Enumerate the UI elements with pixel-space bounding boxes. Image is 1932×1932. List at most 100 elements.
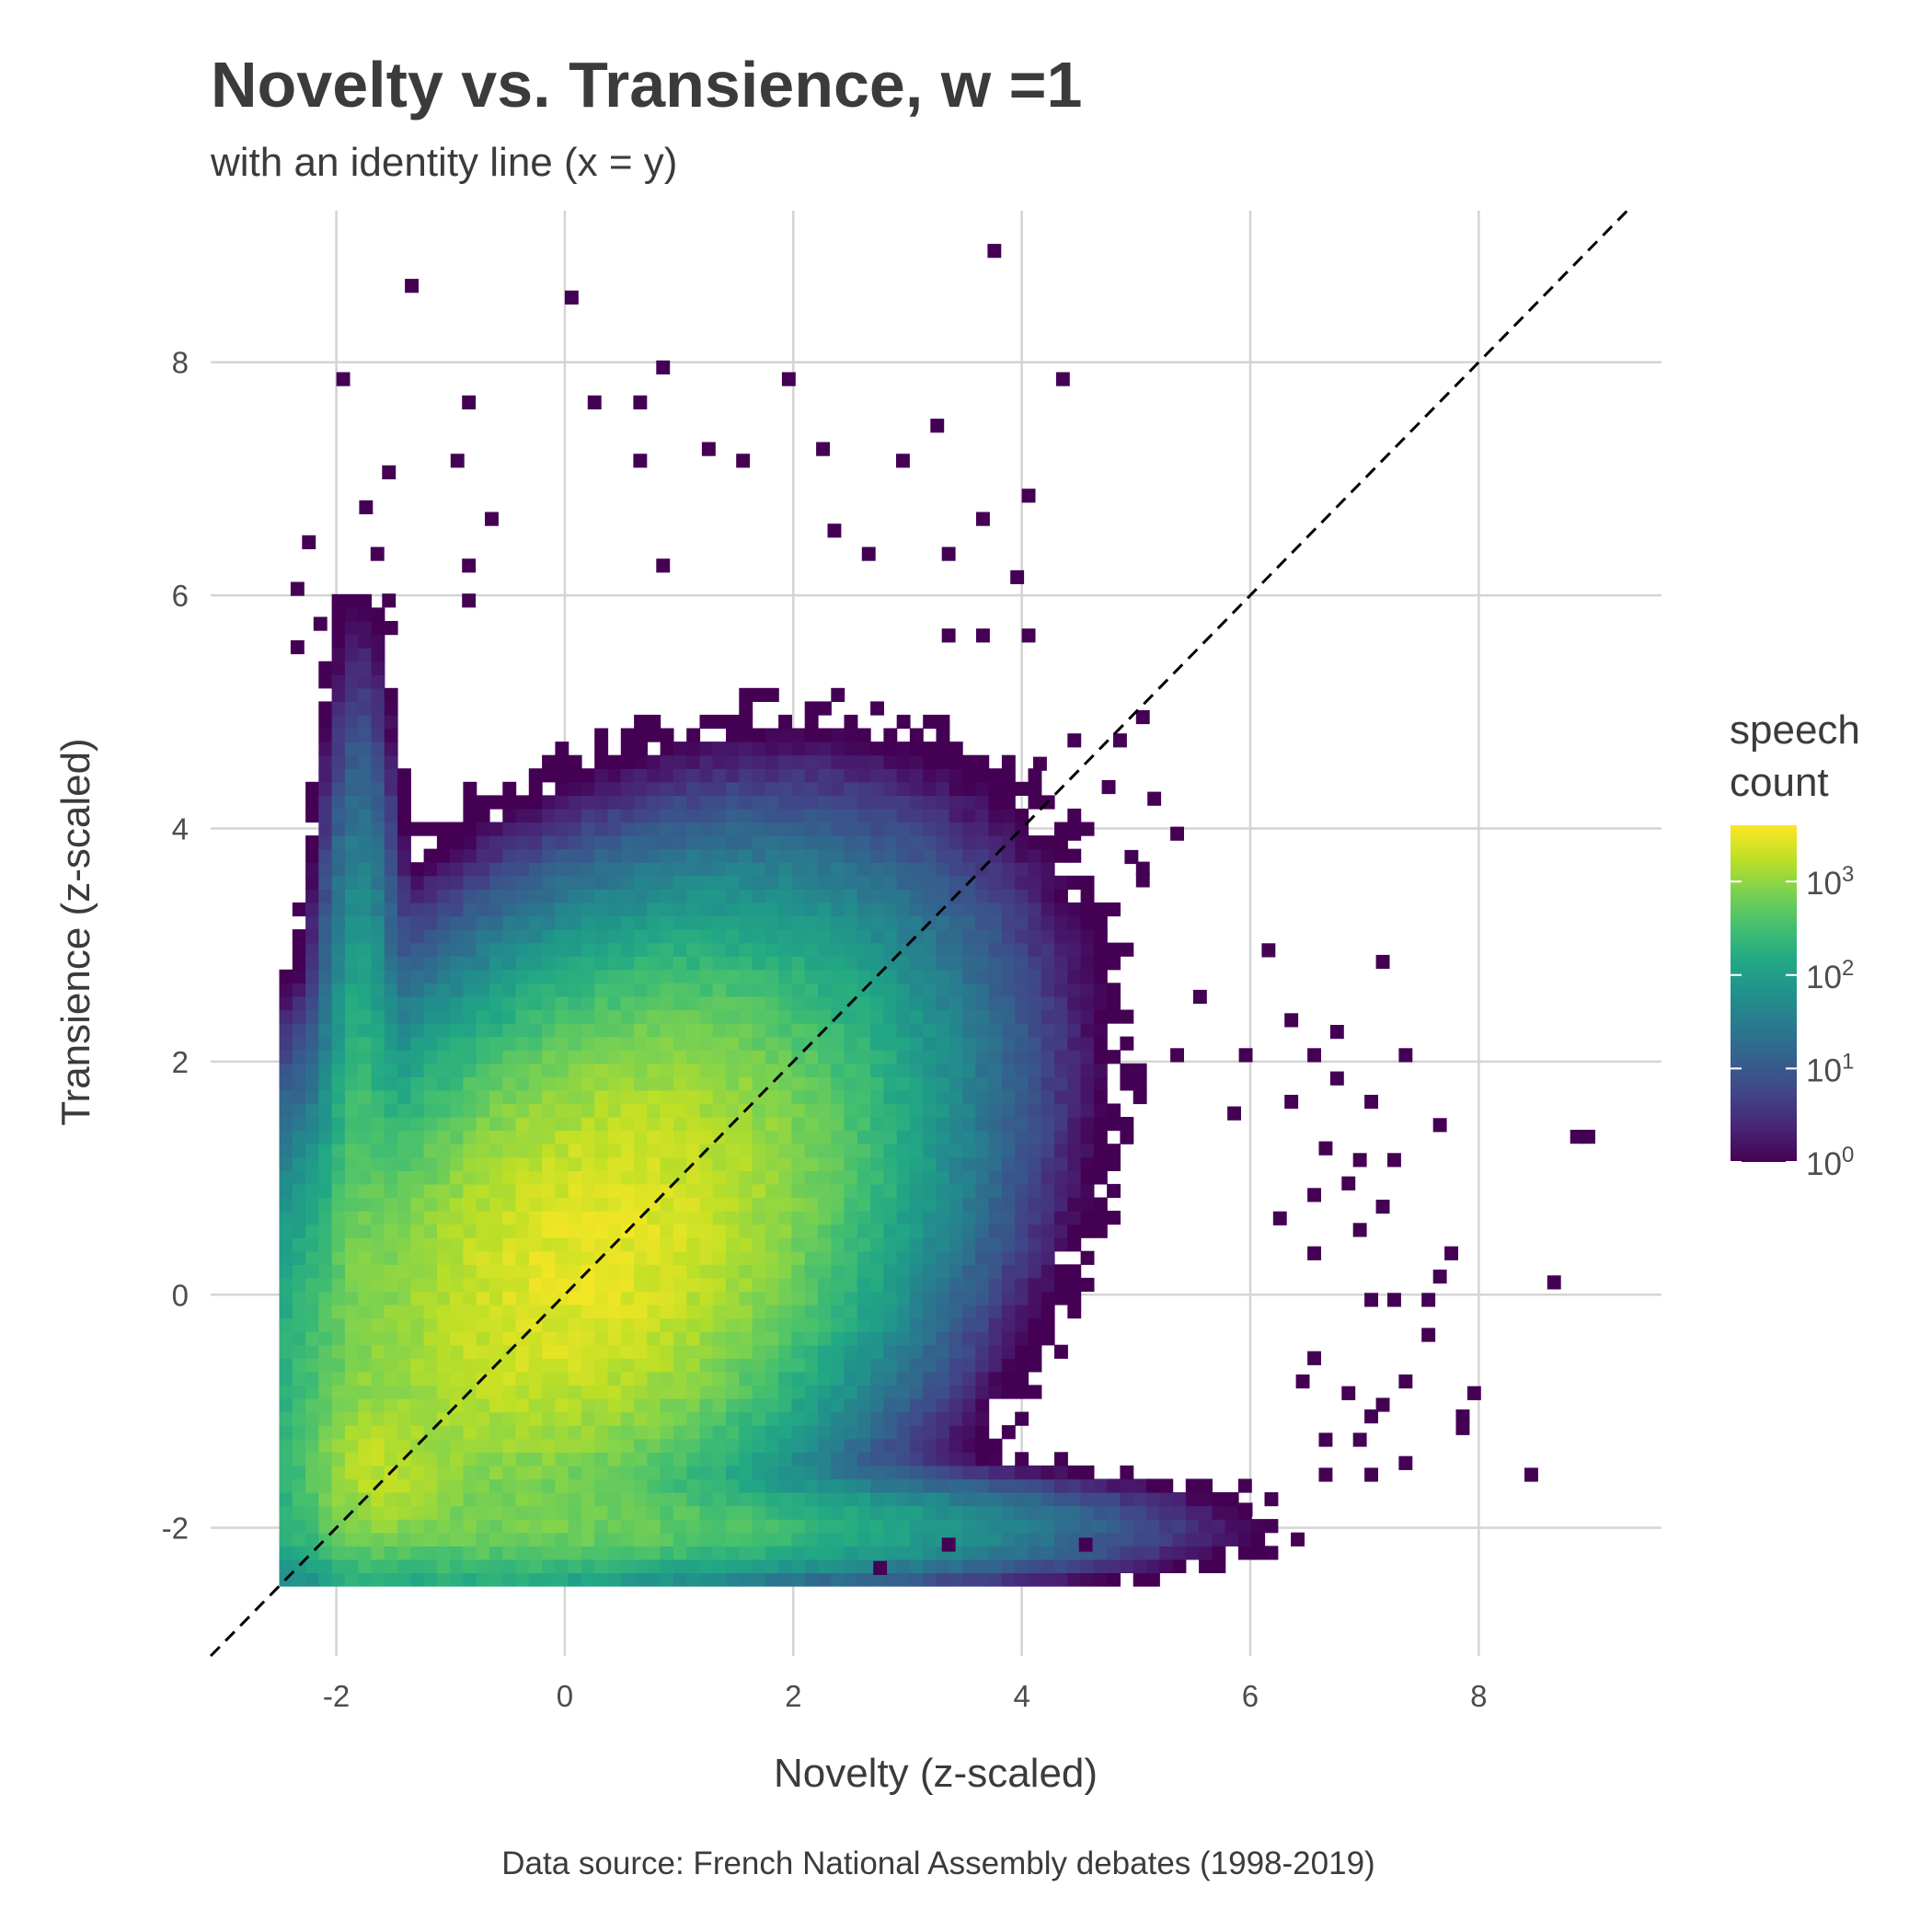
heatmap-cell bbox=[502, 1331, 517, 1346]
heatmap-cell bbox=[410, 1197, 425, 1212]
heatmap-cell bbox=[1135, 861, 1150, 876]
heatmap-cell bbox=[502, 1144, 517, 1158]
heatmap-cell bbox=[358, 1385, 373, 1399]
heatmap-cell bbox=[515, 1519, 530, 1534]
heatmap-cell bbox=[791, 1465, 806, 1480]
legend-title-line-1: speech bbox=[1730, 707, 1860, 753]
heatmap-cell bbox=[804, 1331, 819, 1346]
heatmap-cell bbox=[542, 754, 556, 769]
heatmap-cell bbox=[423, 1572, 438, 1587]
heatmap-cell bbox=[804, 1572, 819, 1587]
heatmap-cell bbox=[726, 1089, 740, 1105]
heatmap-cell bbox=[988, 1331, 1003, 1346]
heatmap-cell bbox=[660, 969, 674, 983]
heatmap-cell bbox=[634, 1438, 648, 1453]
heatmap-cell bbox=[423, 1117, 438, 1132]
heatmap-cell bbox=[883, 808, 898, 823]
heatmap-cell bbox=[896, 1103, 911, 1118]
heatmap-cell bbox=[581, 1398, 595, 1413]
heatmap-cell bbox=[870, 1385, 884, 1399]
heatmap-cell bbox=[1067, 1305, 1082, 1319]
heatmap-cell bbox=[726, 808, 740, 823]
heatmap-cell bbox=[686, 862, 701, 877]
heatmap-cell bbox=[1375, 1397, 1390, 1412]
heatmap-cell bbox=[436, 1425, 451, 1440]
heatmap-cell bbox=[634, 862, 648, 877]
heatmap-cell bbox=[673, 983, 687, 997]
heatmap-cell bbox=[1054, 995, 1068, 1011]
heatmap-cell bbox=[712, 835, 727, 850]
heatmap-cell bbox=[962, 1558, 976, 1573]
heatmap-cell bbox=[620, 1478, 635, 1493]
heatmap-cell bbox=[936, 1076, 950, 1091]
heatmap-cell bbox=[634, 1103, 648, 1118]
heatmap-cell bbox=[699, 1505, 714, 1520]
heatmap-cell bbox=[1054, 1237, 1068, 1252]
heatmap-cell bbox=[936, 1009, 950, 1024]
heatmap-cell bbox=[1041, 1050, 1055, 1064]
heatmap-cell bbox=[870, 1063, 884, 1077]
heatmap-cell bbox=[489, 1237, 503, 1252]
heatmap-cell bbox=[726, 969, 740, 983]
heatmap-cell bbox=[883, 875, 898, 890]
heatmap-cell bbox=[542, 956, 556, 971]
heatmap-cell bbox=[344, 1277, 359, 1293]
heatmap-cell bbox=[778, 1130, 792, 1144]
heatmap-cell bbox=[1120, 1036, 1134, 1051]
heatmap-cell bbox=[726, 822, 740, 836]
heatmap-cell bbox=[896, 1398, 911, 1413]
heatmap-cell bbox=[765, 1317, 779, 1332]
heatmap-cell bbox=[279, 1478, 293, 1493]
heatmap-cell bbox=[699, 1023, 714, 1038]
heatmap-cell bbox=[344, 862, 359, 877]
heatmap-cell bbox=[726, 1452, 740, 1466]
heatmap-cell bbox=[1054, 1103, 1068, 1118]
heatmap-cell bbox=[1028, 1130, 1042, 1144]
heatmap-cell bbox=[1041, 1546, 1055, 1560]
heatmap-cell bbox=[988, 1344, 1003, 1359]
heatmap-cell bbox=[831, 1264, 845, 1279]
heatmap-cell bbox=[818, 1237, 832, 1252]
heatmap-cell bbox=[1001, 848, 1016, 863]
heatmap-cell bbox=[620, 1452, 635, 1466]
heatmap-cell bbox=[739, 1130, 753, 1144]
heatmap-cell bbox=[305, 1197, 319, 1212]
heatmap-cell bbox=[883, 1438, 898, 1453]
heatmap-cell bbox=[1015, 1344, 1029, 1359]
heatmap-cell bbox=[423, 995, 438, 1011]
heatmap-cell bbox=[581, 1170, 595, 1185]
heatmap-cell bbox=[949, 1305, 963, 1319]
heatmap-cell bbox=[699, 1492, 714, 1507]
heatmap-cell bbox=[410, 983, 425, 997]
heatmap-cell bbox=[752, 1317, 766, 1332]
heatmap-cell bbox=[909, 1211, 924, 1225]
heatmap-cell bbox=[568, 902, 582, 917]
heatmap-cell bbox=[909, 1425, 924, 1440]
heatmap-cell bbox=[581, 1305, 595, 1319]
heatmap-cell bbox=[712, 714, 727, 730]
heatmap-cell bbox=[423, 902, 438, 917]
heatmap-cell bbox=[975, 1371, 990, 1386]
heatmap-cell bbox=[647, 1009, 661, 1024]
heatmap-cell bbox=[1080, 1009, 1095, 1024]
heatmap-cell bbox=[318, 1170, 333, 1185]
heatmap-cell bbox=[423, 1023, 438, 1038]
heatmap-cell bbox=[791, 1250, 806, 1265]
heatmap-cell bbox=[752, 929, 766, 944]
heatmap-cell bbox=[331, 674, 346, 689]
heatmap-cell bbox=[818, 902, 832, 917]
heatmap-cell bbox=[818, 1452, 832, 1466]
heatmap-cell bbox=[1146, 1492, 1160, 1507]
heatmap-cell bbox=[476, 848, 490, 863]
heatmap-cell bbox=[739, 754, 753, 769]
heatmap-cell bbox=[896, 1465, 911, 1480]
heatmap-cell bbox=[594, 1438, 609, 1453]
heatmap-cell bbox=[568, 1050, 582, 1064]
heatmap-cell bbox=[804, 902, 819, 917]
heatmap-cell bbox=[620, 1558, 635, 1573]
heatmap-cell bbox=[555, 862, 569, 877]
heatmap-cell bbox=[397, 1532, 411, 1547]
heatmap-cell bbox=[660, 1305, 674, 1319]
heatmap-cell bbox=[292, 1452, 306, 1466]
heatmap-cell bbox=[436, 942, 451, 957]
